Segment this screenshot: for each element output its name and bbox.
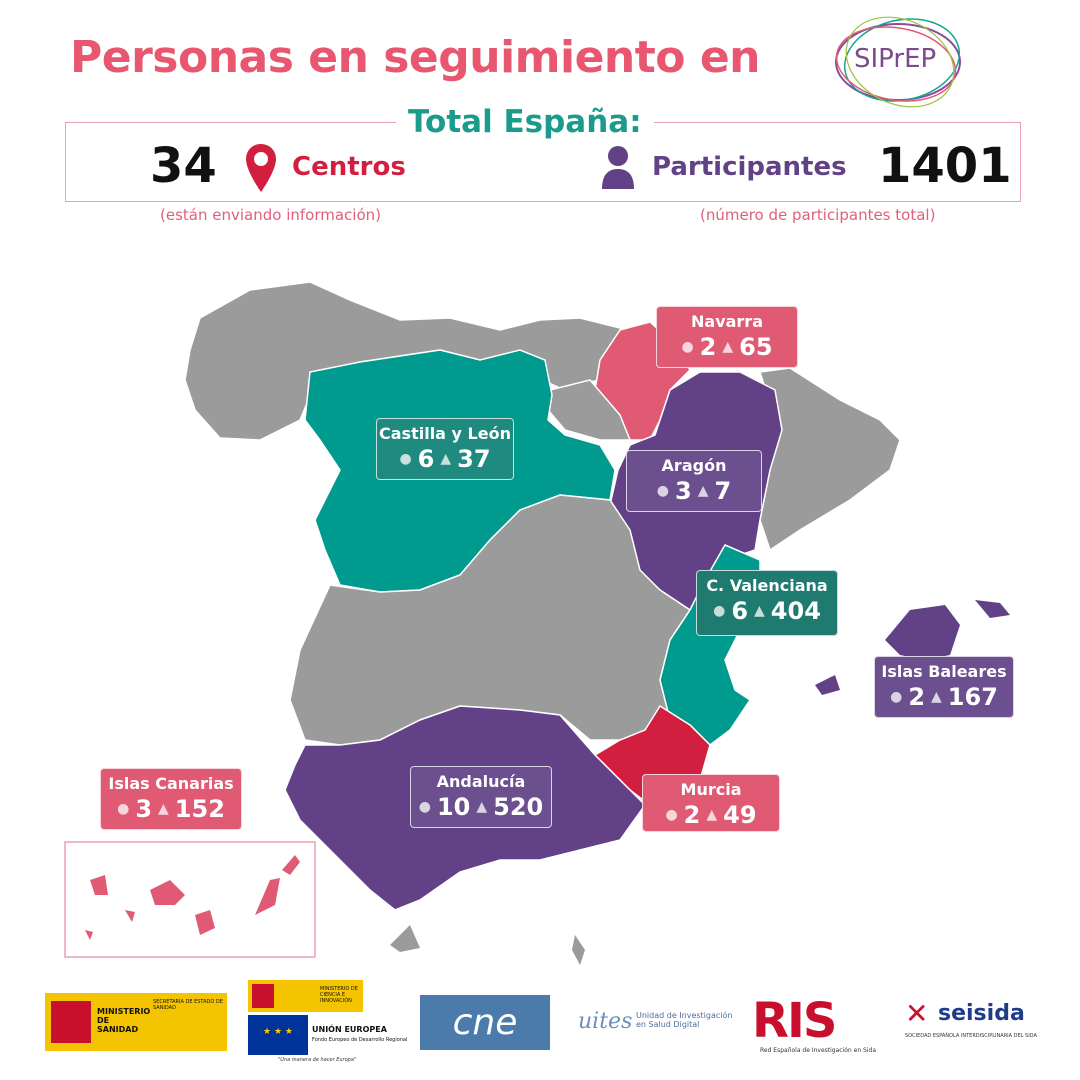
page-title: Personas en seguimiento en [70, 32, 761, 83]
region-name: Islas Baleares [881, 662, 1007, 681]
logo-seisida: seisida [938, 1001, 1025, 1026]
centros-value: 2 [908, 683, 926, 711]
ris-text: Red Española de Investigación en Sida [760, 1047, 876, 1054]
region-baleares [885, 605, 960, 660]
region-rioja [547, 379, 632, 441]
footer-logos: MINISTERIO DE SANIDAD SECRETARÍA DE ESTA… [0, 980, 1080, 1065]
canarias-inset [64, 841, 316, 958]
union-europea-text: UNIÓN EUROPEA [312, 1025, 387, 1034]
centros-value: 2 [683, 801, 701, 829]
region-menorca [975, 600, 1010, 618]
location-pin-icon: ● [399, 451, 412, 467]
siprep-logo-text: SIPrEP [854, 44, 937, 74]
participantes-value: 37 [457, 445, 491, 473]
region-melilla [572, 935, 585, 965]
uites-text: Unidad de Investigación en Salud Digital [636, 1011, 733, 1029]
participantes-count: 1401 [878, 138, 1012, 194]
person-icon: ▲ [931, 689, 942, 705]
person-icon: ▲ [754, 603, 765, 619]
canaria-island-3 [150, 880, 185, 905]
participantes-value: 65 [739, 333, 773, 361]
badge-aragon: Aragón ● 3 ▲ 7 [626, 450, 762, 512]
region-ceuta [390, 925, 420, 952]
siprep-logo [835, 16, 961, 108]
location-pin-icon [246, 144, 276, 192]
canaria-island-1 [90, 875, 108, 895]
region-ibiza [815, 675, 840, 695]
logo-ris: RIS [752, 993, 837, 1049]
canaria-island-6 [282, 855, 300, 875]
canaria-island-4 [195, 910, 215, 935]
person-icon: ▲ [440, 451, 452, 467]
canaria-island-7 [85, 930, 93, 940]
red-ribbon-icon: ✕ [905, 997, 929, 1030]
centros-value: 2 [699, 333, 717, 361]
person-icon: ▲ [158, 801, 169, 817]
person-icon: ▲ [706, 807, 718, 823]
canaria-island-2 [125, 910, 135, 922]
canaria-island-5 [255, 878, 280, 915]
badge-baleares: Islas Baleares ● 2 ▲ 167 [874, 656, 1014, 718]
location-pin-icon: ● [890, 689, 903, 705]
participantes-value: 167 [947, 683, 998, 711]
badge-castilla-leon: Castilla y León ● 6 ▲ 37 [376, 418, 514, 480]
badge-murcia: Murcia ● 2 ▲ 49 [642, 774, 780, 832]
eu-flag-icon: ★ ★ ★ [248, 1015, 308, 1055]
participantes-label: Participantes [652, 152, 847, 182]
person-icon: ▲ [476, 799, 488, 815]
union-sub-text: Fondo Europeo de Desarrollo Regional [312, 1037, 408, 1043]
region-name: Castilla y León [379, 424, 511, 443]
location-pin-icon: ● [117, 801, 130, 817]
logo-ciencia: MINISTERIO DE CIENCIA E INNOVACIÓN [248, 980, 363, 1012]
region-name: Islas Canarias [108, 774, 234, 793]
coat-of-arms-icon [252, 984, 274, 1008]
centros-value: 3 [675, 477, 692, 505]
participantes-value: 49 [723, 801, 757, 829]
badge-navarra: Navarra ● 2 ▲ 65 [656, 306, 798, 368]
participantes-value: 152 [174, 795, 225, 823]
totals-title: Total España: [396, 104, 654, 140]
ciencia-text: MINISTERIO DE CIENCIA E INNOVACIÓN [320, 986, 358, 1004]
person-icon: ▲ [722, 339, 734, 355]
badge-valenciana: C. Valenciana ● 6 ▲ 404 [696, 570, 838, 636]
centros-count: 34 [150, 138, 217, 194]
centros-value: 6 [417, 445, 435, 473]
badge-andalucia: Andalucía ● 10 ▲ 520 [410, 766, 552, 828]
person-icon: ▲ [697, 483, 709, 499]
logo-uites: uites [578, 1009, 633, 1034]
participantes-value: 404 [770, 597, 821, 625]
ministerio-sub-text: SECRETARÍA DE ESTADO DE SANIDAD [153, 999, 223, 1011]
union-motto-text: "Una manera de hacer Europa" [278, 1057, 357, 1063]
badge-canarias: Islas Canarias ● 3 ▲ 152 [100, 768, 242, 830]
region-name: Navarra [691, 312, 763, 331]
location-pin-icon: ● [681, 339, 694, 355]
region-name: Andalucía [436, 772, 526, 791]
centros-value: 6 [731, 597, 749, 625]
region-name: Murcia [680, 780, 742, 799]
centros-label: Centros [292, 152, 406, 182]
person-icon [602, 146, 634, 189]
participantes-note: (número de participantes total) [700, 206, 936, 224]
region-name: C. Valenciana [706, 576, 828, 595]
location-pin-icon: ● [665, 807, 678, 823]
logo-ministerio-sanidad: MINISTERIO DE SANIDAD SECRETARÍA DE ESTA… [45, 993, 227, 1051]
location-pin-icon: ● [713, 603, 726, 619]
ministerio-text: MINISTERIO DE SANIDAD [97, 1007, 151, 1034]
centros-value: 10 [436, 793, 471, 821]
coat-of-arms-icon [51, 1001, 91, 1043]
region-catalonia [759, 367, 901, 552]
seisida-text: SOCIEDAD ESPAÑOLA INTERDISCIPLINARIA DEL… [905, 1033, 1037, 1039]
region-name: Aragón [661, 456, 727, 475]
participantes-value: 7 [714, 477, 732, 505]
logo-cne: cne [420, 995, 550, 1050]
location-pin-icon: ● [656, 483, 670, 499]
participantes-value: 520 [493, 793, 544, 821]
centros-value: 3 [135, 795, 153, 823]
location-pin-icon: ● [418, 799, 431, 815]
centros-note: (están enviando información) [160, 206, 381, 224]
